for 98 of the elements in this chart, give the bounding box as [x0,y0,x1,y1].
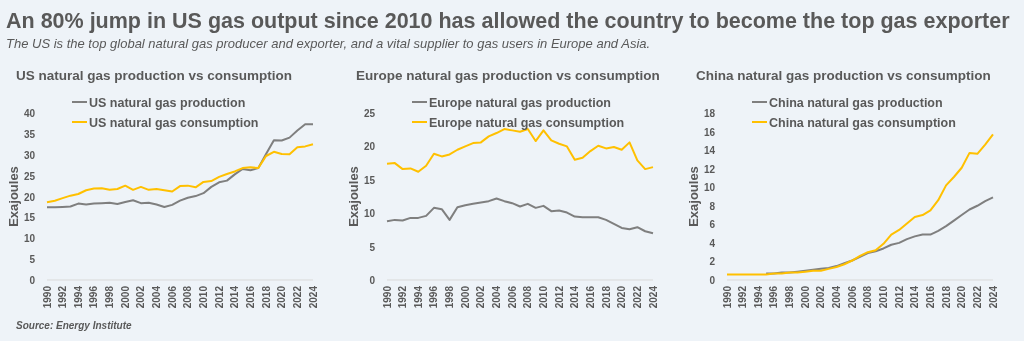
y-tick-label: 35 [23,128,36,140]
chart-title: China natural gas production vs consumption [696,68,991,83]
x-tick-label: 1990 [381,285,393,309]
x-tick-label: 1992 [57,285,69,309]
y-tick-label: 0 [29,275,36,286]
x-tick-label: 1998 [444,285,456,309]
x-tick-label: 2006 [506,285,518,309]
y-tick-label: 14 [703,145,716,157]
x-tick-label: 2016 [584,285,596,309]
source-note: Source: Energy Institute [16,320,133,331]
line-series [386,128,654,173]
text: An 80% jump in US gas output since 2010 has allowed the country to become the top gas exporter [6,9,1011,33]
x-tick-label: 1990 [721,285,733,309]
y-axis-title: Exajoules [686,166,701,227]
y-tick-label: 18 [703,108,716,119]
legend-label: Europe natural gas production [429,95,611,110]
x-tick-label: 2016 [244,285,256,309]
text: The US is the top global natural gas producer and exporter, and a vital supplier to gas users in Europe and Asia. [6,36,651,51]
x-tick-label: 2006 [846,285,858,309]
x-tick-label: 2014 [909,285,921,309]
x-tick-label: 2010 [197,285,209,309]
legend-label: US natural gas consumption [89,115,259,130]
y-tick-label: 25 [363,108,376,119]
y-tick-label: 10 [363,208,376,220]
y-tick-label: 2 [709,256,716,268]
x-tick-label: 2018 [940,285,952,309]
y-tick-label: 15 [363,174,376,186]
line-series [46,143,314,204]
y-tick-label: 8 [709,200,716,212]
x-tick-label: 2000 [799,285,811,309]
y-tick-label: 20 [363,141,376,153]
legend-label: Europe natural gas consumption [429,115,625,130]
x-tick-label: 2010 [537,285,549,309]
x-tick-label: 1996 [88,285,100,309]
x-tick-label: 1990 [41,285,53,309]
x-tick-label: 2024 [987,285,999,309]
x-tick-label: 2002 [475,285,487,309]
y-tick-label: 0 [709,275,716,286]
legend-label: China natural gas production [769,95,943,110]
x-tick-label: 2018 [600,285,612,309]
y-tick-label: 20 [23,191,36,203]
x-tick-label: 2012 [553,285,565,309]
y-tick-label: 30 [23,149,36,161]
legend-label: China natural gas consumption [769,115,956,130]
x-tick-label: 1998 [104,285,116,309]
y-tick-label: 10 [703,182,716,194]
x-tick-label: 2018 [260,285,272,309]
x-tick-label: 2022 [631,285,643,309]
x-tick-label: 2020 [276,285,288,309]
y-tick-label: 25 [23,170,36,182]
x-tick-label: 2010 [877,285,889,309]
y-tick-label: 15 [23,212,36,224]
x-tick-label: 2020 [616,285,628,309]
x-tick-label: 2022 [291,285,303,309]
y-tick-label: 10 [23,233,36,245]
y-axis-title: Exajoules [6,166,21,227]
x-tick-label: 2024 [307,285,319,309]
y-tick-label: 40 [23,108,36,119]
x-tick-label: 1994 [412,285,424,309]
x-tick-label: 2004 [831,285,843,309]
x-tick-label: 2006 [166,285,178,309]
x-tick-label: 1994 [72,285,84,309]
x-tick-label: 2004 [151,285,163,309]
y-tick-label: 5 [29,254,36,266]
y-tick-label: 12 [703,163,716,175]
y-tick-label: 6 [709,219,716,231]
x-tick-label: 2016 [924,285,936,309]
x-tick-label: 2000 [119,285,131,309]
x-tick-label: 2012 [893,285,905,309]
x-tick-label: 2024 [647,285,659,309]
y-tick-label: 5 [369,241,376,253]
x-tick-label: 2014 [569,285,581,309]
x-tick-label: 2000 [459,285,471,309]
y-tick-label: 4 [709,237,716,249]
line-series [386,197,654,235]
x-tick-label: 2020 [956,285,968,309]
x-tick-label: 2014 [229,285,241,309]
x-tick-label: 2008 [182,285,194,309]
x-tick-label: 2002 [815,285,827,309]
x-tick-label: 1992 [397,285,409,309]
x-tick-label: 1996 [428,285,440,309]
x-tick-label: 1992 [737,285,749,309]
x-tick-label: 2008 [862,285,874,309]
chart-title: US natural gas production vs consumption [16,68,293,83]
x-tick-label: 1998 [784,285,796,309]
line-series [726,133,994,276]
x-tick-label: 1996 [768,285,780,309]
x-tick-label: 2004 [491,285,503,309]
y-tick-label: 0 [369,275,376,286]
x-tick-label: 2012 [213,285,225,309]
y-axis-title: Exajoules [346,166,361,227]
x-tick-label: 2008 [522,285,534,309]
x-tick-label: 2002 [135,285,147,309]
y-tick-label: 16 [703,126,716,138]
x-tick-label: 1994 [752,285,764,309]
legend-label: US natural gas production [89,95,246,110]
chart-title: Europe natural gas production vs consumption [356,68,660,83]
x-tick-label: 2022 [971,285,983,309]
